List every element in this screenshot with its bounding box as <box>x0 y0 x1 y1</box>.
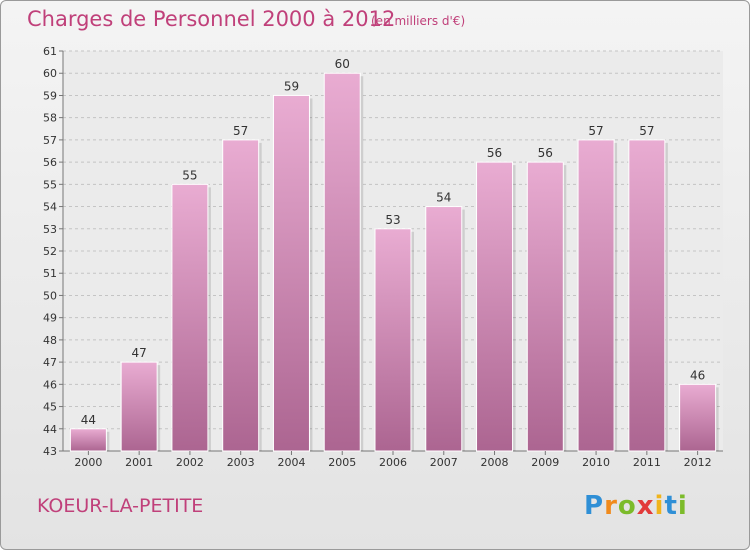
data-label: 59 <box>284 79 299 93</box>
x-tick-label: 2011 <box>633 456 661 469</box>
bar <box>526 161 564 452</box>
bar <box>272 94 310 452</box>
bar <box>476 161 514 452</box>
commune-name: KOEUR-LA-PETITE <box>37 495 204 517</box>
y-tick-label: 44 <box>43 423 57 436</box>
y-tick-label: 49 <box>43 312 57 325</box>
data-label: 47 <box>132 346 147 360</box>
y-tick-label: 57 <box>43 134 57 147</box>
logo-letter: r <box>604 491 618 521</box>
x-tick-label: 2006 <box>379 456 407 469</box>
logo-letter: t <box>664 491 678 521</box>
logo-letter: i <box>654 491 665 521</box>
x-tick-label: 2004 <box>277 456 305 469</box>
bar <box>374 228 412 452</box>
y-tick-label: 51 <box>43 267 57 280</box>
y-tick-label: 55 <box>43 178 57 191</box>
bar <box>120 361 158 452</box>
logo-letter: o <box>617 491 637 521</box>
proxiti-logo[interactable]: Proxiti <box>584 491 688 521</box>
y-tick-label: 60 <box>43 67 57 80</box>
data-label: 57 <box>639 124 654 138</box>
y-tick-label: 46 <box>43 378 57 391</box>
data-label: 53 <box>385 213 400 227</box>
y-tick-label: 58 <box>43 112 57 125</box>
bar <box>679 383 717 452</box>
logo-letter: i <box>677 491 688 521</box>
x-tick-label: 2010 <box>582 456 610 469</box>
data-label: 46 <box>690 368 705 382</box>
y-tick-label: 45 <box>43 401 57 414</box>
data-label: 54 <box>436 191 451 205</box>
x-tick-label: 2008 <box>481 456 509 469</box>
bar <box>222 139 260 452</box>
data-label: 57 <box>588 124 603 138</box>
y-tick-label: 48 <box>43 334 57 347</box>
x-tick-label: 2007 <box>430 456 458 469</box>
y-tick-label: 61 <box>43 45 57 58</box>
y-tick-label: 59 <box>43 89 57 102</box>
bar <box>323 72 361 452</box>
data-label: 44 <box>81 413 96 427</box>
x-tick-label: 2005 <box>328 456 356 469</box>
y-tick-label: 50 <box>43 289 57 302</box>
logo-letter: x <box>636 491 655 521</box>
data-label: 57 <box>233 124 248 138</box>
y-tick-label: 47 <box>43 356 57 369</box>
y-tick-label: 54 <box>43 201 57 214</box>
data-label: 56 <box>538 146 553 160</box>
data-label: 56 <box>487 146 502 160</box>
x-tick-label: 2003 <box>227 456 255 469</box>
logo-letter: P <box>584 491 605 521</box>
y-tick-label: 56 <box>43 156 57 169</box>
chart-title: Charges de Personnel 2000 à 2012 <box>27 7 396 31</box>
x-tick-label: 2009 <box>531 456 559 469</box>
y-tick-label: 52 <box>43 245 57 258</box>
data-label: 55 <box>182 168 197 182</box>
x-tick-label: 2001 <box>125 456 153 469</box>
bar <box>171 183 209 452</box>
bar <box>425 206 463 452</box>
chart-subtitle: (en milliers d'€) <box>371 14 466 28</box>
x-tick-label: 2012 <box>684 456 712 469</box>
y-tick-label: 53 <box>43 223 57 236</box>
bar <box>577 139 615 452</box>
bar <box>628 139 666 452</box>
bar <box>69 428 107 452</box>
x-tick-label: 2000 <box>74 456 102 469</box>
x-tick-label: 2002 <box>176 456 204 469</box>
y-tick-label: 43 <box>43 445 57 458</box>
data-label: 60 <box>335 57 350 71</box>
